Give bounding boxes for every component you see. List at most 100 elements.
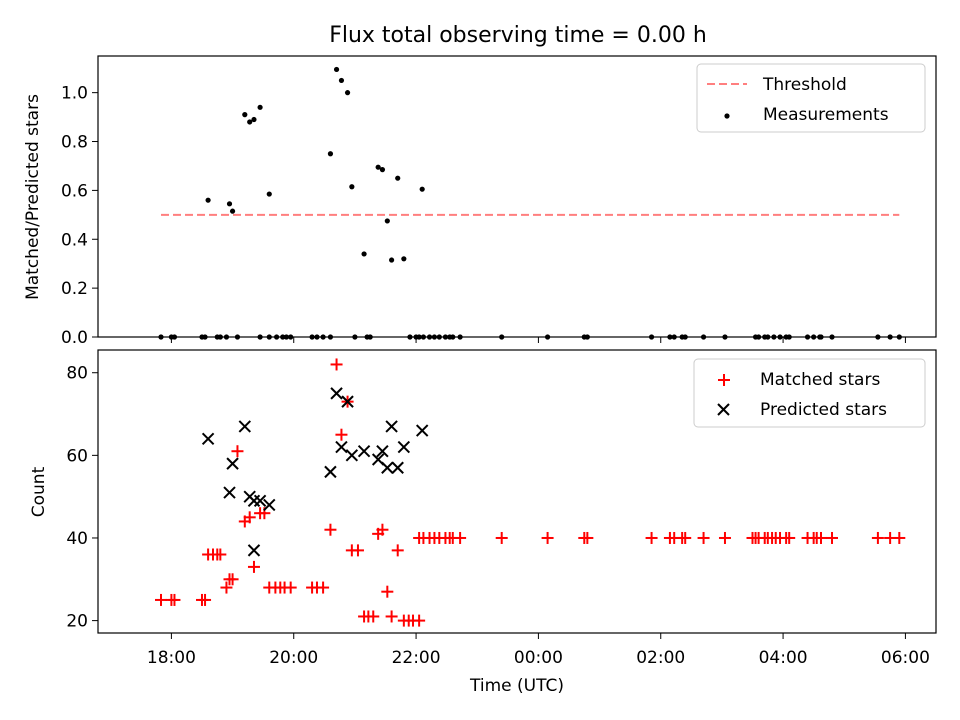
predicted-star-point	[253, 494, 267, 508]
x-tick-label: 06:00	[881, 648, 930, 668]
top-legend-box	[696, 63, 926, 133]
x-tick-label: 22:00	[392, 648, 441, 668]
matched-star-point	[413, 614, 426, 627]
matched-star-point	[155, 593, 168, 606]
bottom-legend: Matched stars Predicted stars	[693, 358, 926, 428]
matched-star-point	[284, 581, 297, 594]
y-tick-label: 1.0	[61, 84, 88, 104]
matched-star-point	[376, 523, 389, 536]
x-axis-ticks: 18:00 20:00 22:00 00:00 02:00 04:00 06:00	[147, 648, 930, 668]
threshold-legend-label: Threshold	[762, 75, 847, 95]
measurements-legend-label: Measurements	[763, 105, 889, 125]
measurement-point	[379, 167, 386, 173]
y-tick-label: 40	[66, 529, 88, 549]
matched-star-point	[243, 511, 256, 524]
top-axis-ticks: 0.0 0.2 0.4 0.6 0.8 1.0	[61, 84, 906, 348]
y-tick-label: 0.4	[61, 230, 88, 250]
measurement-point	[333, 66, 340, 73]
y-tick-label: 0.2	[61, 279, 88, 299]
measurement-point	[242, 112, 248, 118]
measurement-point	[229, 208, 236, 214]
measurement-point	[257, 104, 263, 110]
matched-star-point	[199, 593, 212, 606]
matched-star-point	[214, 548, 227, 561]
predicted-star-point	[335, 440, 348, 454]
matched-star-point	[247, 560, 260, 573]
measurement-point	[251, 116, 257, 123]
matched-star-point	[220, 581, 233, 594]
predicted-star-point	[247, 544, 261, 557]
matched-star-point	[454, 531, 467, 544]
predicted-star-point	[341, 395, 354, 408]
measurement-point	[205, 197, 211, 203]
x-tick-label: 18:00	[147, 648, 196, 668]
measurement-point	[338, 77, 345, 84]
predicted-star-point	[381, 461, 394, 474]
matched-star-point	[226, 573, 239, 586]
y-tick-label: 0.0	[61, 328, 88, 348]
bottom-plot-area	[155, 358, 906, 627]
matched-star-point	[893, 531, 906, 544]
predicted-star-point	[226, 457, 239, 470]
matched-star-point	[317, 581, 330, 594]
matched-star-point	[324, 523, 337, 536]
matched-star-point	[718, 531, 731, 544]
x-tick-label: 20:00	[269, 648, 318, 668]
y-tick-label: 80	[66, 364, 88, 384]
matched-star-point	[330, 358, 343, 371]
bottom-panel: 20 40 60 80 Count Matched stars Predicted s…	[29, 349, 937, 639]
y-tick-label: 0.6	[61, 181, 88, 201]
predicted-star-point	[415, 424, 429, 437]
measurement-point	[349, 184, 355, 190]
matched-star-point	[335, 428, 348, 441]
top-plot-area	[158, 66, 902, 340]
predicted-star-point	[247, 494, 261, 508]
measurement-point	[344, 90, 351, 96]
x-tick-label: 04:00	[759, 648, 808, 668]
figure-title: Flux total observing time = 0.00 h	[329, 23, 707, 48]
measurement-point	[389, 257, 395, 263]
bottom-legend-box	[693, 358, 926, 428]
matched-legend-label: Matched stars	[760, 370, 880, 390]
x-axis-label: Time (UTC)	[469, 676, 564, 696]
bottom-ylabel: Count	[29, 466, 49, 517]
matched-star-point	[783, 531, 796, 544]
matched-star-point	[679, 531, 692, 544]
predicted-star-point	[391, 461, 404, 474]
predicted-legend-swatch	[717, 403, 730, 416]
measurement-point	[384, 218, 390, 224]
predicted-legend-label: Predicted stars	[760, 400, 887, 420]
predicted-star-point	[223, 486, 236, 499]
matched-star-point	[541, 531, 554, 544]
predicted-star-point	[357, 445, 371, 458]
matched-star-point	[391, 544, 404, 557]
predicted-star-point	[385, 420, 398, 433]
measurement-point	[361, 251, 367, 257]
measurement-point	[375, 164, 381, 170]
measurement-point	[395, 175, 401, 181]
matched-legend-swatch	[718, 374, 730, 386]
matched-star-point	[581, 531, 594, 544]
measurement-point	[327, 151, 334, 157]
top-axes-frame	[97, 55, 937, 338]
top-ylabel: Matched/Predicted stars	[23, 94, 43, 300]
matched-star-point	[495, 531, 508, 544]
measurement-point	[226, 201, 233, 207]
measurements-legend-swatch	[724, 113, 730, 119]
predicted-star-point	[238, 420, 252, 433]
matched-star-point	[231, 445, 244, 458]
measurement-point	[401, 256, 407, 262]
matched-star-point	[871, 531, 884, 544]
predicted-star-point	[263, 498, 276, 512]
measurement-point	[419, 186, 425, 192]
y-tick-label: 20	[66, 612, 88, 632]
matched-star-point	[645, 531, 658, 544]
matched-star-point	[815, 531, 828, 544]
matched-star-point	[385, 610, 398, 623]
predicted-star-point	[330, 387, 343, 400]
predicted-star-point	[201, 432, 215, 446]
matched-star-point	[381, 585, 394, 598]
y-tick-label: 0.8	[61, 133, 88, 153]
y-tick-label: 60	[66, 446, 88, 466]
